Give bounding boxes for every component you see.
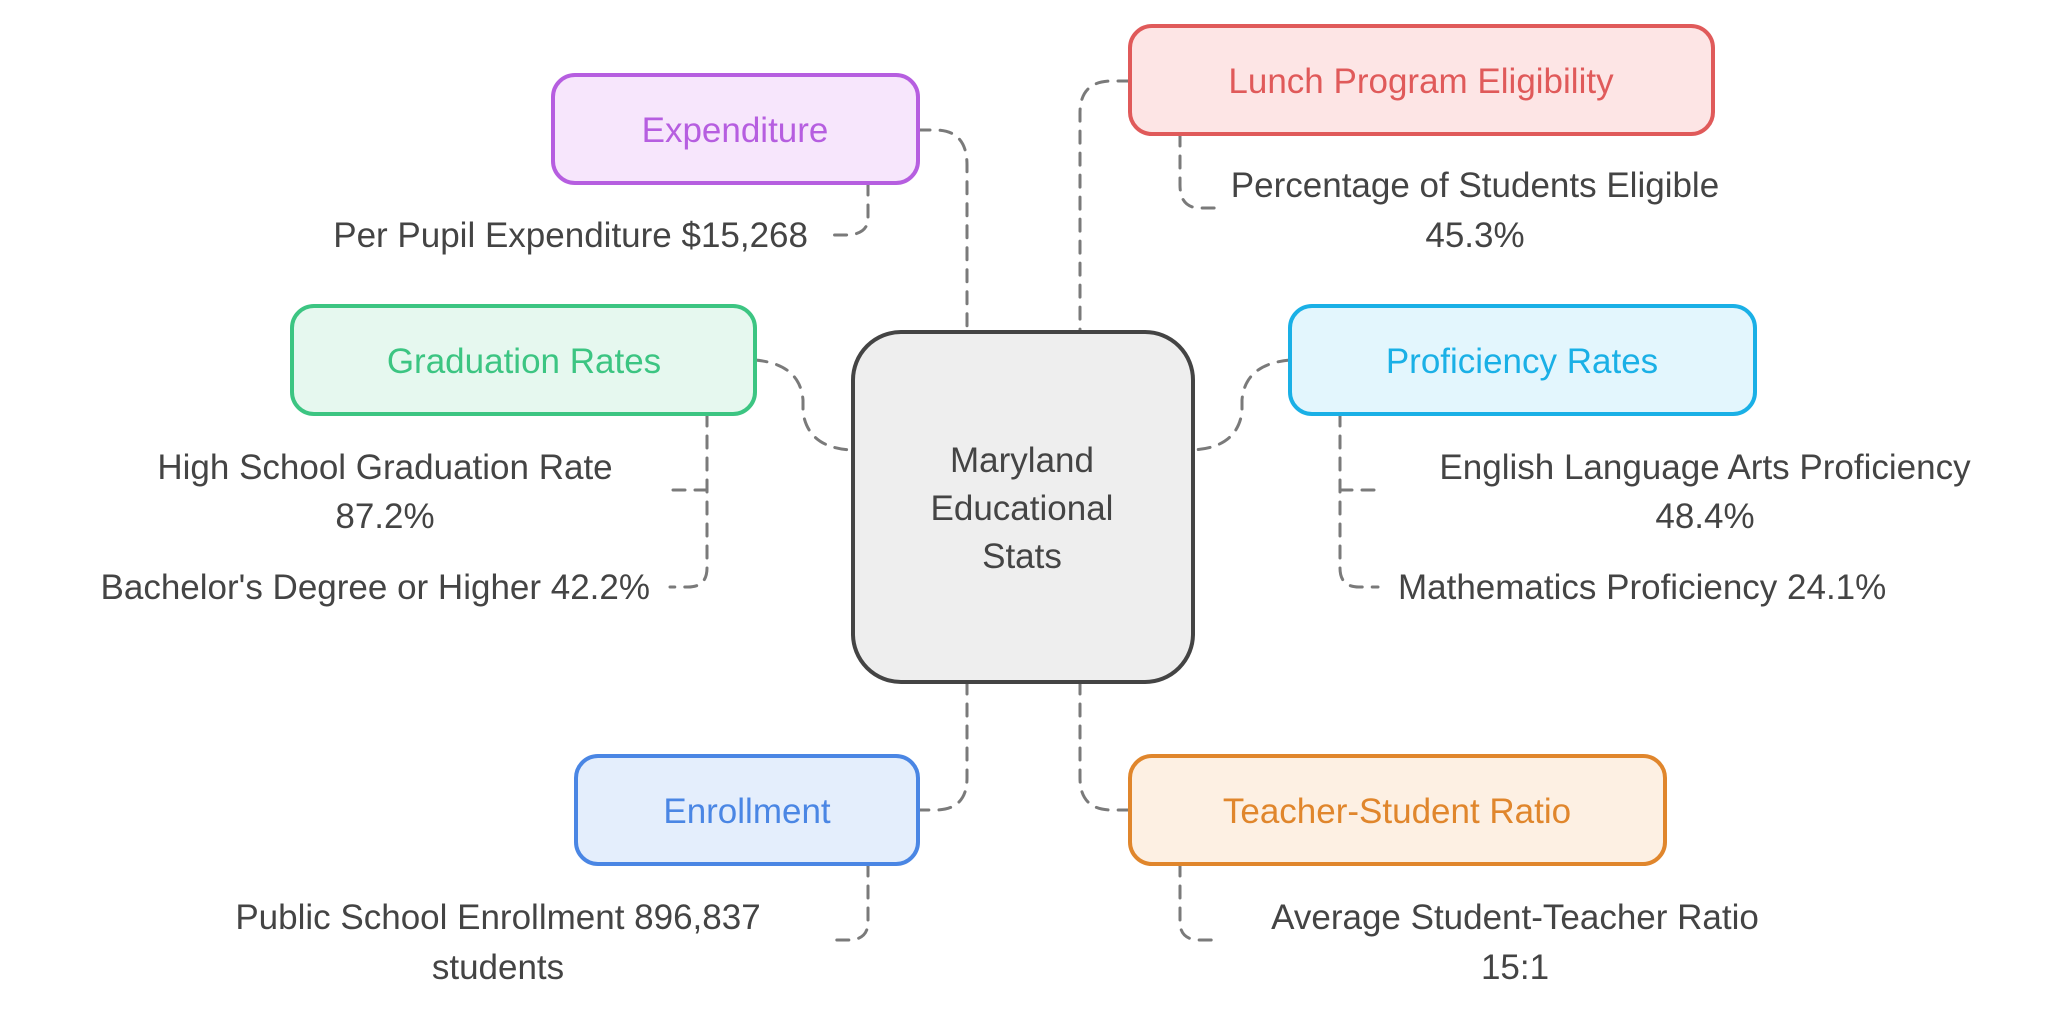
- enrollment-box: [574, 754, 920, 866]
- node-enrollment[interactable]: Enrollment: [574, 754, 920, 866]
- connector-proficiency: [1190, 358, 1292, 452]
- graduation-label: Graduation Rates: [387, 342, 661, 381]
- center-box: [851, 330, 1195, 684]
- proficiency-detail: Mathematics Proficiency 24.1%: [1398, 568, 1886, 607]
- connector-enrollment: [916, 680, 969, 812]
- node-expenditure[interactable]: Expenditure: [551, 73, 920, 185]
- proficiency-detail: English Language Arts Proficiency: [1439, 448, 1971, 487]
- proficiency-detail-value: 48.4%: [1655, 497, 1754, 536]
- node-graduation[interactable]: Graduation Rates: [290, 304, 757, 416]
- lunch-detail: Percentage of Students Eligible: [1231, 166, 1719, 205]
- node-proficiency[interactable]: Proficiency Rates: [1288, 304, 1757, 416]
- enrollment-detail: Public School Enrollment 896,837: [235, 898, 760, 937]
- connector-expenditure-detail: [828, 181, 870, 237]
- graduation-detail-value: 87.2%: [335, 497, 434, 536]
- proficiency-label: Proficiency Rates: [1386, 342, 1658, 381]
- lunch-detail-value: 45.3%: [1425, 216, 1524, 255]
- connector-expenditure: [916, 128, 969, 334]
- teacher-detail-value: 15:1: [1481, 948, 1549, 987]
- enrollment-label: Enrollment: [663, 792, 831, 831]
- expenditure-detail: Per Pupil Expenditure $15,268: [333, 216, 808, 255]
- teacher-detail: Average Student-Teacher Ratio: [1271, 898, 1759, 937]
- node-teacher[interactable]: Teacher-Student Ratio: [1128, 754, 1667, 866]
- lunch-box: [1128, 24, 1715, 136]
- node-lunch[interactable]: Lunch Program Eligibility: [1128, 24, 1715, 136]
- graduation-detail: Bachelor's Degree or Higher 42.2%: [101, 568, 650, 607]
- connectors: [668, 79, 1380, 942]
- center-line: Educational: [931, 489, 1114, 528]
- graduation-box: [290, 304, 757, 416]
- proficiency-box: [1288, 304, 1757, 416]
- connector-teacher: [1078, 680, 1132, 812]
- teacher-label: Teacher-Student Ratio: [1223, 792, 1571, 831]
- connector-graduation: [753, 358, 854, 452]
- connector-enrollment-detail: [833, 862, 870, 942]
- center-node[interactable]: Maryland Educational Stats: [851, 330, 1195, 684]
- connector-teacher-detail: [1178, 862, 1217, 942]
- expenditure-box: [551, 73, 920, 185]
- connector-lunch: [1078, 79, 1132, 334]
- lunch-label: Lunch Program Eligibility: [1228, 62, 1614, 101]
- teacher-box: [1128, 754, 1667, 866]
- connector-proficiency-detail-2: [1338, 412, 1380, 589]
- enrollment-detail-value: students: [432, 948, 564, 987]
- expenditure-label: Expenditure: [642, 111, 829, 150]
- center-line: Stats: [982, 537, 1062, 576]
- center-line: Maryland: [950, 441, 1094, 480]
- graduation-detail: High School Graduation Rate: [157, 448, 612, 487]
- connector-lunch-detail: [1178, 132, 1217, 210]
- connector-graduation-detail-2: [668, 412, 709, 589]
